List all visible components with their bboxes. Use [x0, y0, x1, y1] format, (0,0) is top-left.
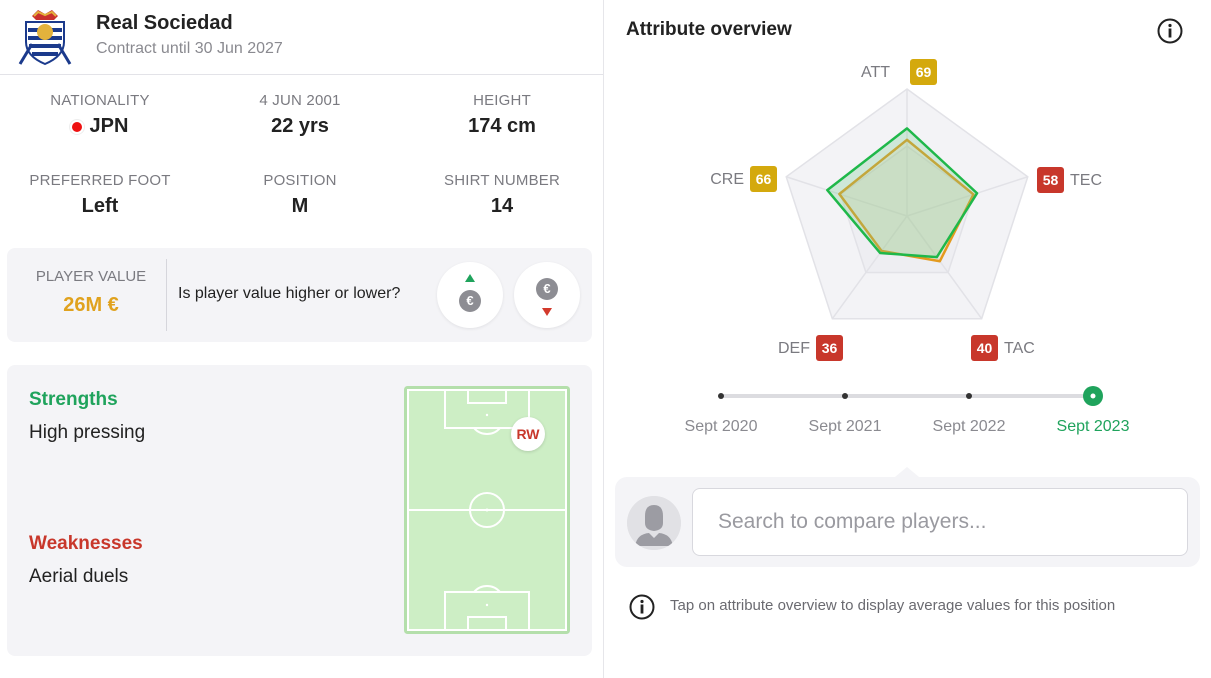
- radar-value-badge: [971, 335, 998, 361]
- attribute-panel: Attribute overview ATT 69 TEC 58 TAC 40 DEF 36 C…: [604, 0, 1211, 678]
- compare-box: [615, 477, 1200, 567]
- birthdate-label: 4 JUN 2001: [259, 92, 341, 109]
- nationality-value: JPN: [0, 115, 200, 138]
- timeline-point: [966, 393, 972, 399]
- radar-value-tac: 40: [977, 340, 993, 356]
- weaknesses-title: Weaknesses: [29, 533, 143, 554]
- compare-search-input[interactable]: [692, 488, 1188, 556]
- club-header: Real Sociedad Contract until 30 Jun 2027: [0, 0, 603, 75]
- weakness-item: Aerial duels: [29, 566, 129, 587]
- value-question: Is player value higher or lower?: [178, 285, 401, 302]
- pitch-diagram: [404, 386, 570, 634]
- height-label: HEIGHT: [473, 92, 531, 109]
- radar-axis-line: [906, 176, 1029, 217]
- radar-axis-label-cre: CRE: [710, 171, 744, 188]
- position-label: POSITION: [263, 172, 337, 189]
- contract-expiry: Contract until 30 Jun 2027: [96, 40, 283, 57]
- radar-axis-label-tac: TAC: [1004, 340, 1035, 357]
- season-timeline[interactable]: [604, 380, 1211, 440]
- strength-item: High pressing: [29, 422, 146, 443]
- radar-series-current: [826, 127, 979, 259]
- shirt-label: SHIRT NUMBER: [443, 172, 561, 189]
- height-cell: HEIGHT 174 cm: [402, 92, 602, 138]
- timeline-point: [842, 393, 848, 399]
- position-cell: POSITION M: [200, 172, 400, 218]
- foot-value: Left: [81, 195, 119, 217]
- panel-divider: [603, 0, 604, 678]
- player-profile-panel: Real Sociedad Contract until 30 Jun 2027…: [0, 0, 603, 678]
- timeline-active-dot: [1090, 393, 1096, 399]
- nationality-label: NATIONALITY: [50, 92, 150, 109]
- radar-axis-line: [906, 215, 983, 320]
- timeline-label-2020[interactable]: Sept 2020: [684, 418, 758, 435]
- radar-axis-line: [785, 176, 908, 217]
- timeline-label-2022[interactable]: Sept 2022: [932, 418, 1006, 435]
- age-value: 22 yrs: [271, 115, 329, 137]
- euro-icon: €: [536, 278, 558, 300]
- hint-text: Tap on attribute overview to display ave…: [670, 597, 1116, 614]
- foot-label: PREFERRED FOOT: [29, 172, 171, 189]
- arrow-up-icon: [465, 274, 475, 282]
- radar-axis-label-def: DEF: [778, 340, 810, 357]
- shirt-cell: SHIRT NUMBER 14: [402, 172, 602, 218]
- radar-value-cre: 66: [756, 171, 772, 187]
- radar-axis-label-att: ATT: [861, 64, 890, 81]
- club-name: Real Sociedad: [96, 12, 233, 34]
- foot-cell: PREFERRED FOOT Left: [0, 172, 200, 218]
- age-cell: 4 JUN 2001 22 yrs: [200, 92, 400, 138]
- real-sociedad-crest-icon: [18, 10, 72, 66]
- timeline-label-2021[interactable]: Sept 2021: [808, 418, 882, 435]
- radar-axis-label-tec: TEC: [1070, 172, 1102, 189]
- arrow-down-icon: [542, 308, 552, 316]
- position-value: M: [291, 195, 309, 217]
- timeline-label-2023[interactable]: Sept 2023: [1056, 418, 1130, 435]
- player-silhouette-icon: [627, 496, 681, 550]
- info-icon[interactable]: [1156, 17, 1184, 45]
- radar-value-att: 69: [916, 64, 932, 80]
- higher-value-button[interactable]: €: [437, 262, 503, 328]
- attribute-radar-chart[interactable]: ATT 69 TEC 58 TAC 40 DEF 36 CRE 66: [604, 50, 1211, 380]
- timeline-point: [718, 393, 724, 399]
- height-value: 174 cm: [468, 115, 536, 137]
- shirt-value: 14: [490, 195, 514, 217]
- player-value-amount: 26M €: [63, 294, 119, 316]
- radar-value-badge: [816, 335, 843, 361]
- radar-value-tec: 58: [1043, 172, 1059, 188]
- attribute-overview-title: Attribute overview: [626, 19, 792, 40]
- japan-flag-icon: [71, 121, 82, 132]
- info-icon: [629, 594, 655, 620]
- player-value-label: PLAYER VALUE: [35, 268, 147, 285]
- nationality-code: JPN: [89, 115, 129, 137]
- radar-value-badge: [910, 59, 937, 85]
- nationality-cell: NATIONALITY JPN: [0, 92, 200, 138]
- radar-axis-line: [831, 215, 908, 320]
- radar-value-badge: [750, 166, 777, 192]
- strengths-weaknesses-box: Strengths High pressing Weaknesses Aeria…: [7, 365, 592, 656]
- player-value-box: PLAYER VALUE 26M € Is player value highe…: [7, 248, 592, 342]
- radar-value-def: 36: [822, 340, 838, 356]
- strengths-title: Strengths: [29, 389, 118, 410]
- position-marker-rw: RW: [511, 417, 545, 451]
- value-divider: [166, 259, 167, 331]
- lower-value-button[interactable]: €: [514, 262, 580, 328]
- radar-value-badge: [1037, 167, 1064, 193]
- compare-pointer: [895, 467, 919, 477]
- euro-icon: €: [459, 290, 481, 312]
